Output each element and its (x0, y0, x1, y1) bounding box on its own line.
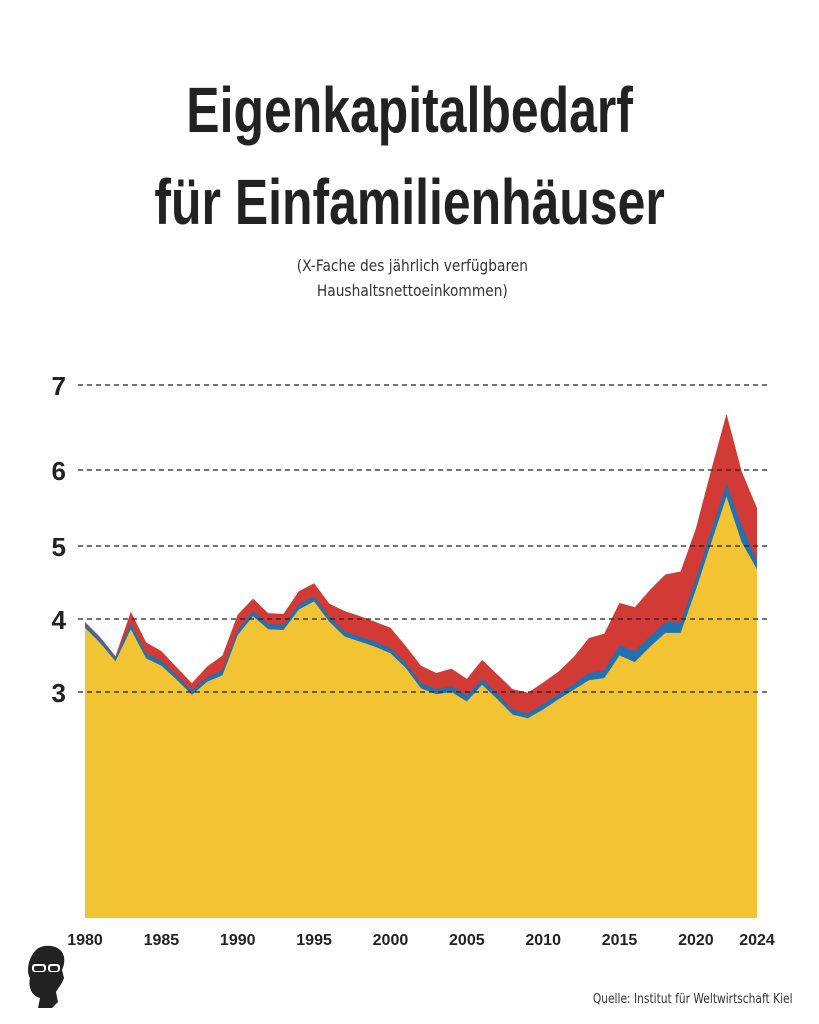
x-tick-label-2000: 2000 (373, 932, 409, 949)
chart-title-line2: für Einfamilienhäuser (154, 166, 665, 238)
chart-subtitle-line1: (X-Fache des jährlich verfügbaren (296, 256, 528, 275)
y-tick-label-6: 6 (52, 456, 66, 486)
x-tick-label-2010: 2010 (525, 932, 561, 949)
y-tick-label-5: 5 (52, 532, 66, 562)
brand-logo-icon (22, 944, 70, 1010)
source-note: Quelle: Institut für Weltwirtschaft Kiel (593, 992, 793, 1007)
series-area-yellow (85, 496, 757, 918)
x-tick-label-1995: 1995 (296, 932, 332, 949)
y-tick-label-3: 3 (52, 678, 66, 708)
x-tick-label-2015: 2015 (602, 932, 638, 949)
x-tick-label-1990: 1990 (220, 932, 256, 949)
chart-title-line1: Eigenkapitalbedarf (186, 74, 633, 146)
chart-subtitle-line2: Haushaltsnettoeinkommen) (316, 281, 508, 300)
y-tick-label-7: 7 (52, 371, 66, 401)
x-tick-label-1985: 1985 (144, 932, 180, 949)
x-tick-label-2024: 2024 (739, 932, 775, 949)
x-tick-label-2005: 2005 (449, 932, 485, 949)
x-tick-label-2020: 2020 (678, 932, 714, 949)
y-tick-label-4: 4 (52, 605, 67, 635)
x-tick-label-1980: 1980 (67, 932, 103, 949)
